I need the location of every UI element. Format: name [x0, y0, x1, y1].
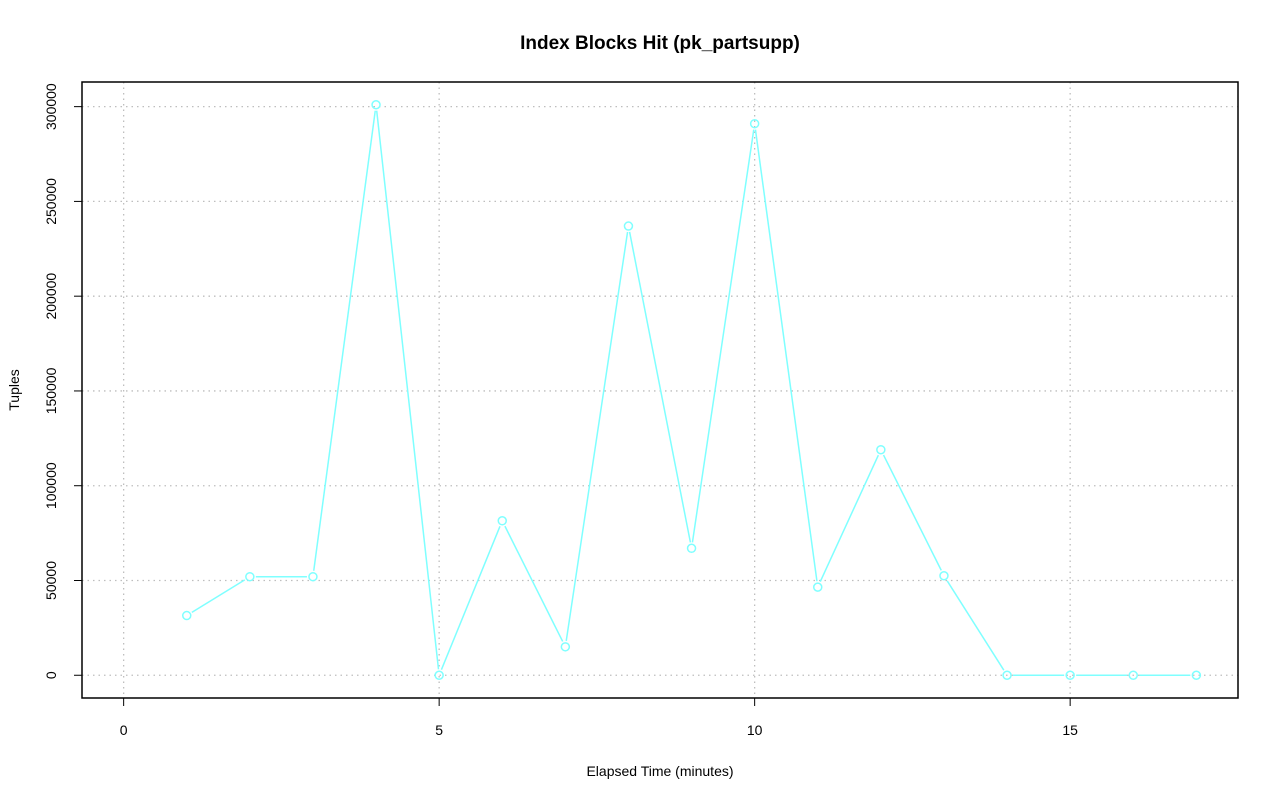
- y-tick-label: 150000: [43, 367, 59, 414]
- y-tick-label: 200000: [43, 273, 59, 320]
- data-point: [939, 570, 949, 581]
- x-tick-label: 15: [1062, 722, 1078, 738]
- data-point: [434, 670, 444, 681]
- x-axis-label: Elapsed Time (minutes): [586, 763, 733, 779]
- data-point: [876, 444, 886, 455]
- data-point: [245, 571, 255, 582]
- y-axis: 0 50000 100000 150000 200000 250000 300000: [43, 83, 83, 679]
- data-point: [308, 571, 318, 582]
- y-tick-label: 0: [43, 671, 59, 679]
- x-axis: 0 5 10 15: [120, 697, 1078, 738]
- data-point: [686, 543, 697, 554]
- data-point: [623, 221, 634, 231]
- series-line-segment: [754, 129, 818, 582]
- y-tick-label: 50000: [43, 561, 59, 600]
- series-line-segment: [440, 526, 501, 670]
- series-line-segment: [882, 454, 942, 571]
- chart-title: Index Blocks Hit (pk_partsupp): [520, 33, 800, 54]
- y-tick-label: 300000: [43, 83, 59, 130]
- data-point: [749, 118, 760, 129]
- series-line-segment: [504, 525, 564, 642]
- data-point: [1002, 670, 1012, 681]
- series-line-segment: [191, 579, 246, 614]
- series-line-segment: [565, 231, 629, 642]
- x-tick-label: 5: [435, 722, 443, 738]
- data-point: [181, 610, 192, 621]
- series-line-segment: [946, 580, 1005, 671]
- series-line-segment: [691, 129, 755, 543]
- data-point: [1191, 670, 1202, 681]
- series-group: [181, 99, 1202, 681]
- series-line-segment: [819, 454, 880, 582]
- data-point: [560, 642, 571, 652]
- data-point: [497, 516, 507, 526]
- y-tick-label: 100000: [43, 462, 59, 509]
- data-point: [1065, 670, 1075, 681]
- x-tick-label: 0: [120, 722, 128, 738]
- series-line-segment: [628, 231, 692, 543]
- y-axis-label: Tuples: [6, 369, 22, 411]
- y-tick-label: 250000: [43, 178, 59, 225]
- x-tick-label: 10: [747, 722, 763, 738]
- series-line-segment: [312, 110, 376, 571]
- data-point: [813, 582, 823, 592]
- data-point: [1128, 670, 1139, 681]
- series-line-segment: [375, 110, 440, 670]
- data-point: [371, 99, 381, 110]
